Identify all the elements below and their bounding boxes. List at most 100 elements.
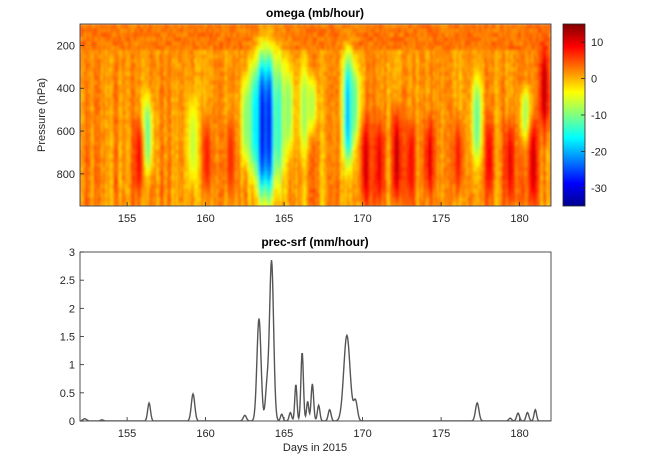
heatmap-cell [154, 45, 157, 51]
heatmap-cell [287, 119, 291, 125]
heatmap-cell [156, 132, 159, 138]
heatmap-cell [256, 37, 259, 42]
heatmap-cell [221, 167, 224, 172]
heatmap-cell [283, 93, 287, 99]
heatmap-cell [148, 37, 151, 42]
heatmap-cell [80, 102, 83, 107]
heatmap-cell [124, 184, 128, 190]
heatmap-cell [234, 24, 238, 29]
heatmap-cell [91, 193, 95, 198]
heatmap-cell [99, 171, 102, 177]
heatmap-cell [199, 115, 202, 120]
heatmap-cell [166, 50, 169, 55]
heatmap-cell [295, 63, 299, 68]
heatmap-cell [142, 67, 146, 73]
heatmap-cell [81, 180, 85, 185]
heatmap-cell [256, 193, 259, 198]
heatmap-cell [238, 197, 242, 203]
heatmap-cell [169, 58, 173, 64]
heatmap-cell [277, 197, 281, 203]
heatmap-cell [122, 119, 126, 125]
heatmap-cell [146, 128, 149, 133]
heatmap-cell [268, 184, 271, 190]
heatmap-cell [297, 154, 301, 159]
heatmap-cell [256, 106, 259, 112]
heatmap-cell [246, 197, 250, 203]
heatmap-cell [305, 37, 308, 42]
heatmap-cell [136, 158, 140, 164]
heatmap-cell [293, 32, 297, 38]
heatmap-cell [258, 180, 261, 185]
heatmap-cell [295, 106, 299, 112]
heatmap-cell [128, 41, 132, 47]
heatmap-cell [244, 41, 248, 47]
heatmap-cell [260, 93, 263, 99]
heatmap-cell [85, 80, 89, 86]
heatmap-cell [207, 119, 210, 125]
heatmap-cell [254, 71, 257, 77]
heatmap-cell [252, 188, 255, 194]
heatmap-cell [199, 110, 202, 116]
heatmap-cell [154, 167, 157, 172]
heatmap-cell [166, 119, 169, 125]
heatmap-cell [272, 115, 275, 120]
heatmap-cell [222, 80, 226, 86]
heatmap-cell [289, 110, 293, 116]
heatmap-cell [205, 58, 208, 64]
heatmap-cell [193, 167, 197, 172]
heatmap-cell [124, 97, 128, 103]
heatmap-cell [232, 37, 236, 42]
heatmap-cell [256, 201, 259, 206]
heatmap-cell [215, 106, 218, 112]
heatmap-cell [189, 132, 193, 138]
heatmap-cell [262, 76, 265, 81]
heatmap-cell [287, 28, 291, 34]
heatmap-cell [232, 110, 236, 116]
heatmap-cell [173, 115, 177, 120]
heatmap-cell [238, 45, 242, 51]
heatmap-cell [228, 45, 232, 51]
heatmap-cell [199, 162, 202, 168]
heatmap-cell [252, 136, 255, 142]
heatmap-cell [270, 106, 273, 112]
heatmap-cell [234, 102, 238, 107]
heatmap-cell [250, 149, 253, 155]
heatmap-cell [113, 63, 116, 68]
heatmap-cell [113, 171, 116, 177]
heatmap-cell [146, 58, 149, 64]
heatmap-cell [138, 175, 142, 181]
heatmap-cell [311, 188, 314, 194]
heatmap-cell [268, 154, 271, 159]
heatmap-cell [211, 158, 214, 164]
heatmap-cell [242, 54, 246, 60]
heatmap-cell [164, 50, 167, 55]
heatmap-cell [189, 136, 193, 142]
heatmap-cell [246, 76, 250, 81]
heatmap-cell [281, 24, 285, 29]
heatmap-cell [285, 97, 289, 103]
heatmap-cell [217, 63, 220, 68]
heatmap-cell [281, 115, 285, 120]
heatmap-cell [297, 171, 301, 177]
heatmap-cell [154, 158, 157, 164]
heatmap-cell [201, 154, 204, 159]
heatmap-cell [258, 123, 261, 129]
heatmap-cell [166, 37, 169, 42]
heatmap-cell [228, 58, 232, 64]
heatmap-cell [95, 132, 98, 138]
heatmap-cell [168, 136, 171, 142]
heatmap-cell [264, 171, 267, 177]
heatmap-cell [283, 50, 287, 55]
heatmap-cell [95, 145, 98, 151]
heatmap-cell [219, 136, 222, 142]
heatmap-cell [266, 24, 269, 29]
heatmap-cell [120, 197, 124, 203]
heatmap-cell [138, 180, 142, 185]
heatmap-cell [209, 158, 212, 164]
heatmap-cell [268, 54, 271, 60]
heatmap-cell [113, 45, 116, 51]
heatmap-cell [136, 28, 140, 34]
heatmap-cell [207, 149, 210, 155]
heatmap-cell [268, 110, 271, 116]
heatmap-cell [164, 162, 167, 168]
